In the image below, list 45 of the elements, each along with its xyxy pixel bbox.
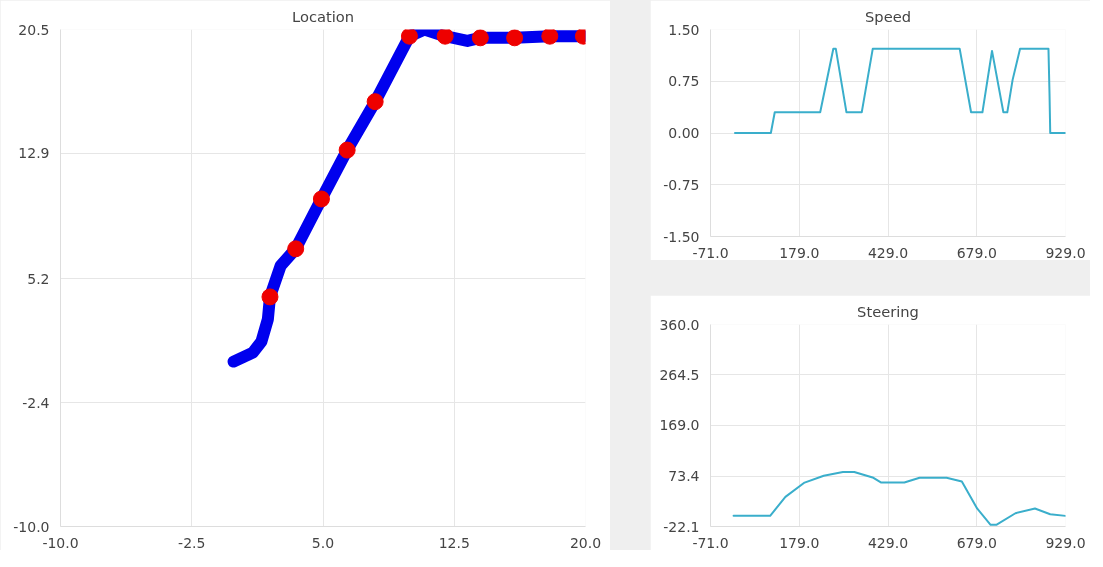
- point: [436, 29, 454, 45]
- chart-title: Steering: [857, 302, 919, 320]
- x-tick-label: 929.0: [1045, 534, 1086, 551]
- x-tick-label: 5.0: [311, 534, 335, 551]
- line-series: [734, 47, 1066, 134]
- y-tick-label: 0.75: [668, 73, 700, 90]
- y-tick-label: 5.2: [27, 270, 50, 287]
- point: [541, 29, 559, 45]
- y-tick-label: 20.5: [18, 21, 50, 38]
- x-tick-label: 12.5: [438, 534, 470, 551]
- y-tick-label: 73.4: [668, 468, 700, 485]
- x-tick-label: 429.0: [867, 244, 909, 261]
- point: [366, 93, 384, 111]
- chart-title: Location: [292, 7, 355, 25]
- y-tick-label: -0.75: [663, 176, 700, 193]
- point: [506, 29, 524, 47]
- line-series: [732, 471, 1066, 526]
- point: [312, 190, 330, 208]
- y-tick-label: -10.0: [13, 518, 50, 535]
- x-tick-label: -2.5: [178, 534, 206, 551]
- y-tick-label: 169.0: [659, 417, 700, 434]
- y-tick-label: 1.50: [668, 21, 700, 38]
- y-tick-label: -2.4: [22, 394, 50, 411]
- y-tick-label: 264.5: [659, 366, 700, 383]
- x-tick-label: 679.0: [956, 534, 997, 551]
- x-tick-label: 429.0: [867, 534, 909, 551]
- x-tick-label: 179.0: [779, 534, 820, 551]
- y-tick-label: -22.1: [663, 518, 700, 535]
- chart-title: Speed: [865, 7, 911, 25]
- point: [400, 29, 418, 45]
- x-tick-label: 929.0: [1045, 244, 1086, 261]
- point: [338, 141, 356, 159]
- x-tick-label: -10.0: [42, 534, 79, 551]
- x-tick-label: -71.0: [692, 244, 729, 261]
- y-tick-label: 360.0: [659, 316, 700, 333]
- x-tick-label: 679.0: [956, 244, 997, 261]
- point: [261, 288, 279, 306]
- y-tick-label: 0.00: [668, 125, 700, 141]
- point: [287, 240, 305, 258]
- x-tick-label: -71.0: [692, 534, 729, 551]
- x-tick-label: 179.0: [779, 244, 820, 261]
- point: [471, 29, 489, 47]
- y-tick-label: -1.50: [663, 228, 700, 245]
- x-tick-label: 20.0: [569, 534, 602, 551]
- y-tick-label: 12.9: [18, 145, 50, 162]
